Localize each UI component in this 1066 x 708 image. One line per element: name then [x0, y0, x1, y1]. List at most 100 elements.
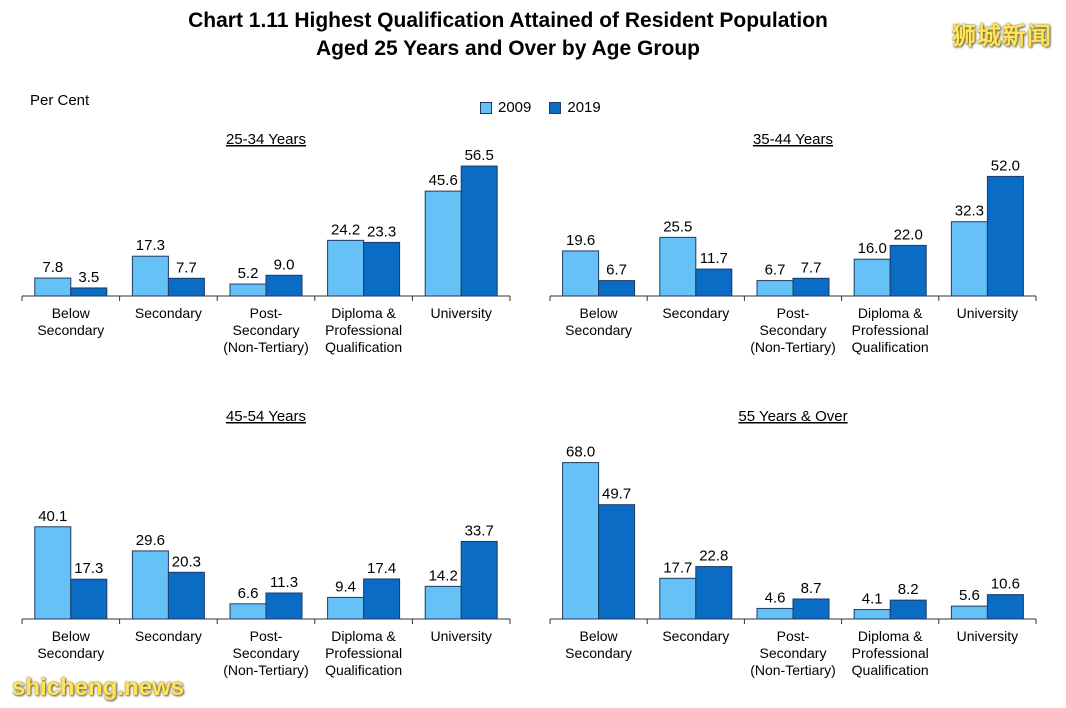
bar-2009-0-0	[34, 277, 72, 297]
chart-title-line-1: Chart 1.11 Highest Qualification Attaine…	[188, 9, 828, 32]
data-label-2019-3-4: 10.6	[991, 576, 1020, 593]
category-label-1-2-0: Post-	[777, 305, 810, 321]
bar-2009-2-2	[229, 603, 267, 620]
bar-2009-3-0	[562, 462, 600, 620]
category-label-2-3-2: Qualification	[325, 662, 402, 678]
data-label-2019-2-2: 11.3	[270, 574, 298, 591]
category-label-3-2-0: Post-	[777, 628, 810, 644]
data-label-2019-3-0: 49.7	[602, 486, 631, 503]
bar-2009-1-3	[853, 258, 891, 297]
watermark-bottom: shicheng.news	[12, 674, 185, 701]
panel-title-0: 25-34 Years	[226, 131, 306, 148]
chart-title-line-2: Aged 25 Years and Over by Age Group	[316, 37, 700, 60]
watermark-top: 狮城新闻	[952, 23, 1052, 50]
panel-title-2: 45-54 Years	[226, 408, 306, 425]
data-label-2019-1-3: 22.0	[894, 226, 923, 243]
bar-2009-0-3	[327, 239, 365, 297]
bar-2019-1-2	[792, 277, 830, 297]
category-label-2-2-1: Secondary	[233, 645, 300, 661]
bar-2009-3-3	[853, 609, 891, 620]
bar-2009-3-2	[756, 607, 794, 620]
data-label-2019-2-0: 17.3	[74, 560, 103, 577]
category-label-2-3-1: Professional	[325, 645, 402, 661]
category-label-1-0-1: Secondary	[565, 322, 632, 338]
bar-2019-3-4	[986, 594, 1024, 620]
category-label-2-2-2: (Non-Tertiary)	[223, 662, 309, 678]
bar-2009-0-1	[131, 255, 169, 297]
data-label-2019-1-1: 11.7	[700, 250, 728, 267]
data-label-2009-1-1: 25.5	[663, 218, 692, 235]
data-label-2009-3-1: 17.7	[663, 559, 692, 576]
category-label-1-3-0: Diploma &	[858, 305, 923, 321]
category-label-2-0-1: Secondary	[37, 645, 104, 661]
category-label-0-3-0: Diploma &	[331, 305, 396, 321]
category-label-2-0-0: Below	[52, 628, 91, 644]
data-label-2009-3-0: 68.0	[566, 444, 595, 461]
data-label-2019-1-2: 7.7	[801, 259, 822, 276]
data-label-2009-0-1: 17.3	[136, 237, 165, 254]
bar-2019-2-1	[167, 571, 205, 620]
bar-2009-0-4	[424, 190, 462, 297]
category-label-2-2-0: Post-	[250, 628, 283, 644]
panel-title-1: 35-44 Years	[753, 131, 833, 148]
data-label-2019-2-3: 17.4	[367, 560, 396, 577]
category-label-1-0-0: Below	[580, 305, 619, 321]
data-label-2019-1-0: 6.7	[606, 262, 627, 279]
bar-2019-0-4	[460, 165, 498, 297]
category-label-1-2-1: Secondary	[760, 322, 827, 338]
category-label-0-3-1: Professional	[325, 322, 402, 338]
category-label-3-1-0: Secondary	[662, 628, 729, 644]
data-label-2009-0-2: 5.2	[238, 265, 259, 282]
data-label-2009-1-4: 32.3	[955, 203, 984, 220]
data-label-2009-2-0: 40.1	[38, 508, 67, 525]
legend-item-2019: 2019	[549, 99, 601, 116]
bar-2009-3-4	[950, 605, 988, 620]
category-label-1-1-0: Secondary	[662, 305, 729, 321]
bar-2019-3-1	[695, 566, 733, 620]
bar-2019-0-0	[70, 287, 108, 297]
data-label-2009-1-2: 6.7	[765, 262, 786, 279]
bar-2009-1-1	[659, 236, 697, 297]
data-label-2009-2-1: 29.6	[136, 532, 165, 549]
panel-title-3: 55 Years & Over	[738, 408, 847, 425]
category-label-3-2-1: Secondary	[760, 645, 827, 661]
bar-2009-2-3	[327, 596, 365, 620]
bar-2019-3-0	[598, 504, 636, 620]
data-label-2009-0-3: 24.2	[331, 221, 360, 238]
category-label-1-4-0: University	[957, 305, 1018, 321]
category-label-0-0-0: Below	[52, 305, 91, 321]
category-label-3-3-2: Qualification	[852, 662, 929, 678]
category-label-2-1-0: Secondary	[135, 628, 202, 644]
category-label-3-3-0: Diploma &	[858, 628, 923, 644]
category-label-3-0-0: Below	[580, 628, 619, 644]
bar-2009-1-2	[756, 280, 794, 297]
bar-2019-0-2	[265, 274, 303, 297]
data-label-2009-0-4: 45.6	[429, 172, 458, 189]
data-label-2019-3-1: 22.8	[699, 548, 728, 565]
data-label-2019-0-1: 7.7	[176, 259, 197, 276]
data-label-2009-0-0: 7.8	[42, 259, 63, 276]
data-label-2009-1-0: 19.6	[566, 232, 595, 249]
category-label-0-4-0: University	[430, 305, 491, 321]
data-label-2009-2-4: 14.2	[429, 567, 458, 584]
category-label-0-3-2: Qualification	[325, 339, 402, 355]
bar-2019-0-3	[363, 241, 401, 297]
category-label-0-2-0: Post-	[250, 305, 283, 321]
category-label-3-0-1: Secondary	[565, 645, 632, 661]
category-label-1-3-2: Qualification	[852, 339, 929, 355]
bar-2009-2-4	[424, 585, 462, 620]
category-label-3-3-1: Professional	[852, 645, 929, 661]
category-label-0-1-0: Secondary	[135, 305, 202, 321]
bar-2019-2-4	[460, 540, 498, 620]
data-label-2009-3-2: 4.6	[765, 589, 786, 606]
bar-2009-0-2	[229, 283, 267, 297]
bar-2019-1-3	[889, 244, 927, 297]
data-label-2019-1-4: 52.0	[991, 157, 1020, 174]
data-label-2009-3-4: 5.6	[959, 587, 980, 604]
category-label-1-2-2: (Non-Tertiary)	[750, 339, 836, 355]
bar-2019-2-3	[363, 578, 401, 620]
data-label-2009-2-3: 9.4	[335, 578, 356, 595]
data-label-2009-3-3: 4.1	[862, 591, 883, 608]
legend: 2009 2019	[480, 99, 601, 116]
bar-2009-2-0	[34, 526, 72, 620]
